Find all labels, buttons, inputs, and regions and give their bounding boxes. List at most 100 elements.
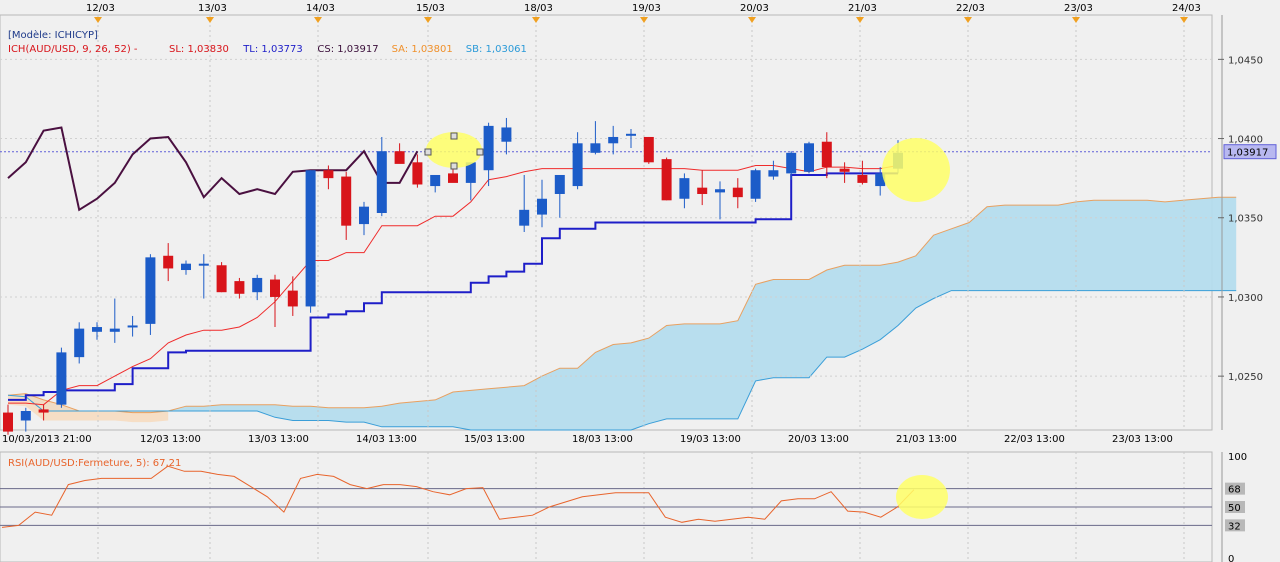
time-label: 21/03 13:00 <box>896 434 957 445</box>
candle-body <box>20 410 31 421</box>
date-label: 15/03 <box>416 3 445 14</box>
candle-body <box>465 162 476 183</box>
drawing-handle <box>476 148 484 156</box>
candle-body <box>554 174 565 194</box>
price-tick-label: 1,0450 <box>1228 55 1263 66</box>
candle-body <box>74 328 85 358</box>
candle-body <box>483 125 494 171</box>
tenkan-line <box>8 165 899 406</box>
candle-body <box>92 327 102 332</box>
candle-body <box>626 133 636 136</box>
price-tick-label: 1,0300 <box>1228 293 1263 304</box>
indicator-label: TL: 1,03773 <box>242 44 303 55</box>
highlight-ellipse <box>882 138 950 202</box>
candle-body <box>715 189 725 193</box>
candle-body <box>821 141 832 168</box>
current-price-tag-label: 1,03917 <box>1227 148 1268 159</box>
date-label: 19/03 <box>632 3 661 14</box>
rsi-tick-label: 100 <box>1228 452 1247 463</box>
date-label: 13/03 <box>198 3 227 14</box>
date-marker <box>94 17 102 23</box>
candle-body <box>359 206 369 225</box>
date-marker <box>1072 17 1080 23</box>
candle-body <box>198 263 209 266</box>
chikou-line <box>7 126 419 212</box>
time-label: 20/03 13:00 <box>788 434 849 445</box>
candle-body <box>145 257 156 324</box>
candle-body <box>839 168 850 172</box>
time-label: 14/03 13:00 <box>356 434 417 445</box>
date-marker <box>640 17 648 23</box>
candle-body <box>448 173 458 183</box>
candle-body <box>608 136 619 144</box>
time-label: 12/03 13:00 <box>140 434 201 445</box>
candle-body <box>38 409 49 413</box>
indicator-label: CS: 1,03917 <box>317 44 378 55</box>
candle-body <box>341 176 352 226</box>
highlight-ellipse <box>426 132 482 168</box>
indicator-label: ICH(AUD/USD, 9, 26, 52) - <box>8 44 138 55</box>
price-tick-label: 1,0400 <box>1228 135 1263 146</box>
date-marker <box>1180 17 1188 23</box>
candle-body <box>305 170 316 307</box>
candle-body <box>3 412 13 432</box>
candle-body <box>127 325 138 328</box>
date-marker <box>748 17 756 23</box>
cloud-fill-bearish <box>8 393 169 423</box>
candle-body <box>537 198 547 215</box>
candle-body <box>234 281 245 294</box>
candle-body <box>732 187 743 198</box>
candle-body <box>768 170 779 177</box>
date-marker <box>964 17 972 23</box>
candle-body <box>750 170 761 199</box>
rsi-tick-box <box>1225 482 1245 495</box>
date-marker <box>532 17 540 23</box>
date-label: 23/03 <box>1064 3 1093 14</box>
price-tick-label: 1,0250 <box>1228 372 1263 383</box>
time-label: 22/03 13:00 <box>1004 434 1065 445</box>
cloud-fill <box>8 197 1237 430</box>
candle-body <box>804 143 814 172</box>
time-label: 15/03 13:00 <box>464 434 525 445</box>
indicator-label: SB: 1,03061 <box>466 44 527 55</box>
candle-body <box>430 174 441 187</box>
candle-body <box>857 174 868 183</box>
date-marker <box>314 17 322 23</box>
candle-body <box>697 187 708 194</box>
highlight-ellipse <box>896 475 948 519</box>
candle-body <box>661 159 672 201</box>
candle-body <box>252 277 263 293</box>
time-label: 10/03/2013 21:00 <box>2 434 92 445</box>
candle-body <box>786 152 797 174</box>
candle-body <box>572 143 583 187</box>
rsi-tick-label: 50 <box>1228 503 1241 514</box>
candle-body <box>394 151 405 164</box>
date-marker <box>206 17 214 23</box>
time-label: 18/03 13:00 <box>572 434 633 445</box>
date-label: 21/03 <box>848 3 877 14</box>
candle-body <box>216 265 227 293</box>
candle-body <box>287 290 298 307</box>
candle-body <box>163 255 174 269</box>
candle-body <box>590 143 601 153</box>
candle-body <box>679 178 690 199</box>
time-label: 19/03 13:00 <box>680 434 741 445</box>
date-label: 12/03 <box>86 3 115 14</box>
rsi-tick-label: 0 <box>1228 554 1234 562</box>
rsi-tick-label: 68 <box>1228 485 1241 496</box>
candle-body <box>323 170 334 179</box>
rsi-tick-label: 32 <box>1228 521 1241 532</box>
candle-body <box>412 162 423 185</box>
kijun-line <box>8 172 898 401</box>
rsi-tick-box <box>1225 519 1245 532</box>
candle-body <box>501 127 512 142</box>
candle-body <box>181 263 191 271</box>
date-label: 22/03 <box>956 3 985 14</box>
date-marker <box>424 17 432 23</box>
rsi-label: RSI(AUD/USD:Fermeture, 5): 67,21 <box>8 458 181 469</box>
drawing-handle <box>424 148 432 156</box>
candle-body <box>376 151 387 213</box>
time-label: 13/03 13:00 <box>248 434 309 445</box>
drawing-handle <box>450 132 458 140</box>
candle-body <box>56 352 67 405</box>
